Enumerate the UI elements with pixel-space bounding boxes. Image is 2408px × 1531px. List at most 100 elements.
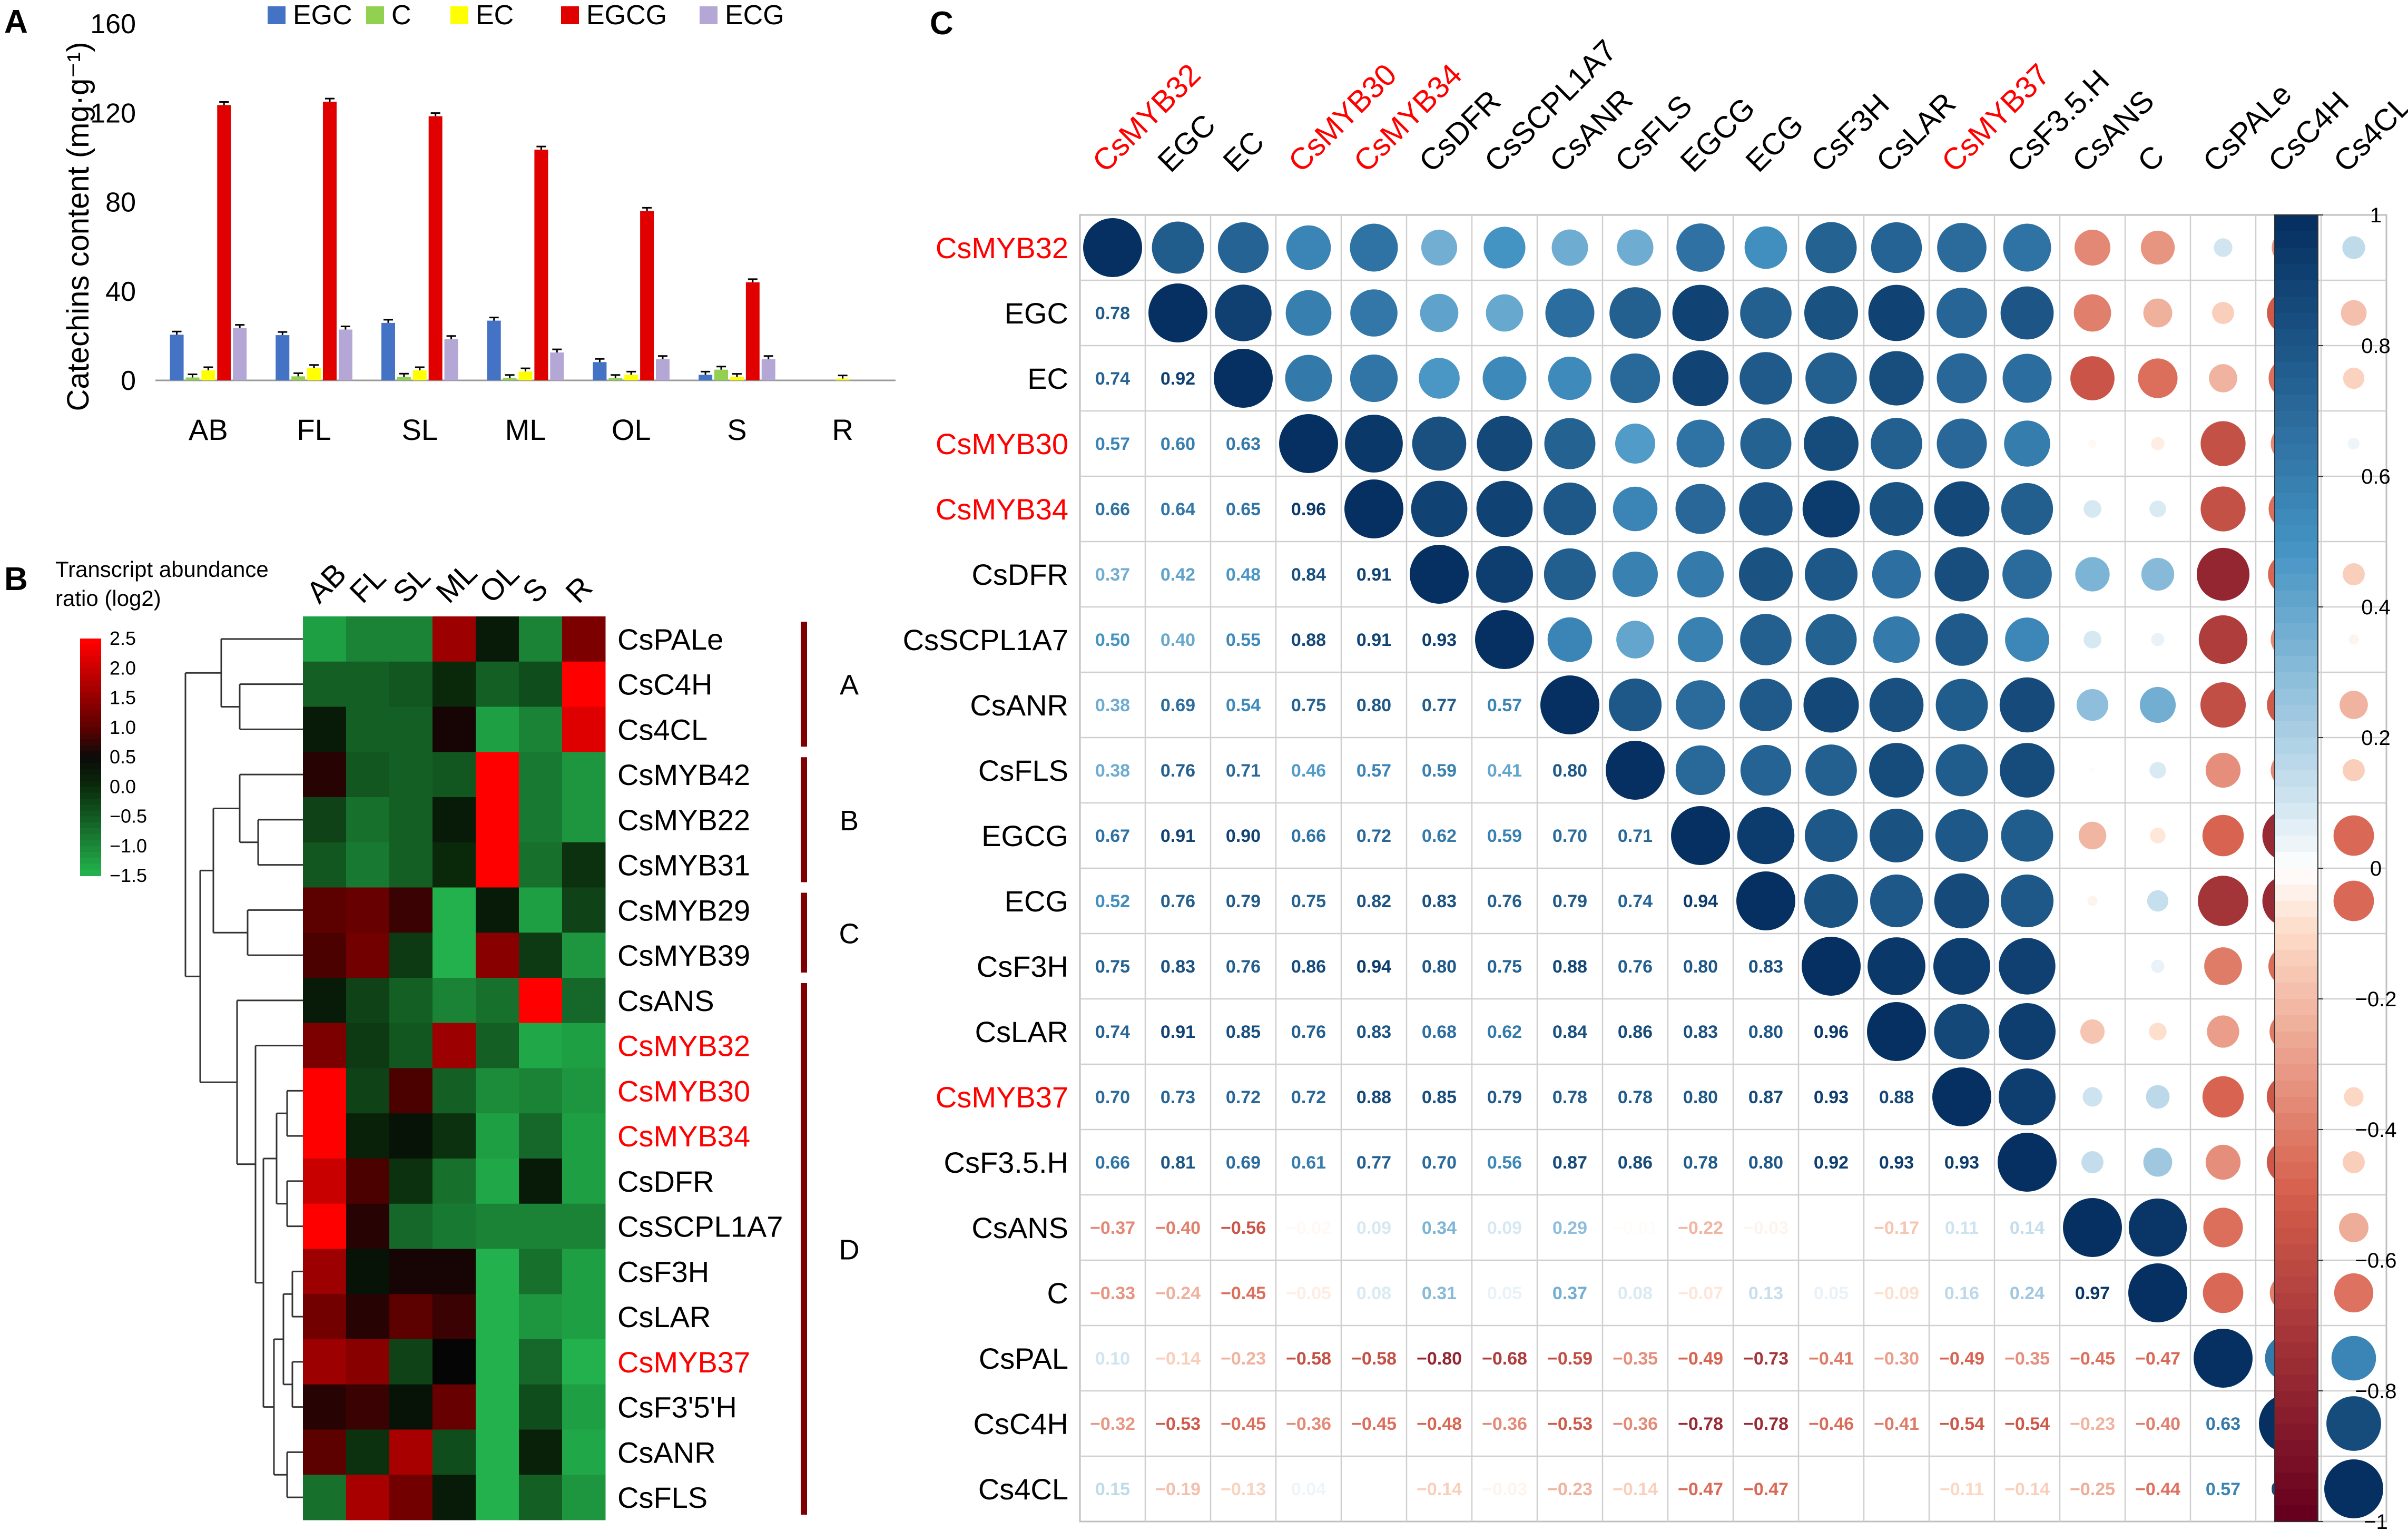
row-label: CsMYB31 — [617, 849, 750, 882]
heatmap-cell — [346, 1475, 390, 1520]
heatmap-cell — [476, 797, 519, 842]
correlation-value: −0.24 — [1155, 1283, 1201, 1303]
colorbar-step — [2275, 738, 2318, 754]
heatmap-cell — [303, 933, 347, 978]
correlation-value: 0.46 — [1291, 761, 1326, 781]
heatmap-cell — [389, 1249, 433, 1294]
correlation-circle — [1999, 1003, 2056, 1060]
correlation-value: 0.55 — [1226, 630, 1261, 650]
correlation-circle — [1937, 288, 1987, 338]
correlation-circle — [1083, 218, 1142, 277]
heatmap-cell — [346, 752, 390, 797]
row-label: CsFLS — [617, 1481, 707, 1514]
heatmap-cell — [389, 662, 433, 707]
heatmap-cell — [476, 1385, 519, 1430]
colorbar-step — [2275, 395, 2318, 411]
heatmap-cell — [519, 933, 563, 978]
correlation-circle — [2204, 947, 2242, 985]
correlation-value: −0.41 — [1809, 1349, 1854, 1369]
bar-C-AB — [185, 377, 199, 380]
row-label: CsLAR — [975, 1015, 1068, 1048]
correlation-value: 0.60 — [1161, 434, 1195, 454]
correlation-value: −0.03 — [1743, 1218, 1788, 1238]
correlation-circle — [1741, 418, 1792, 469]
heatmap-cell — [519, 1204, 563, 1249]
legend-label: C — [391, 0, 411, 31]
heatmap-cell — [562, 752, 606, 797]
correlation-value: −0.80 — [1417, 1349, 1462, 1369]
row-label: CsMYB30 — [617, 1074, 750, 1107]
correlation-value: −0.48 — [1417, 1414, 1462, 1434]
correlation-circle — [1739, 547, 1793, 601]
heatmap-cell — [562, 1385, 606, 1430]
correlation-value: 0.24 — [2010, 1283, 2045, 1303]
correlation-circle — [2198, 876, 2248, 926]
correlation-circle — [1806, 614, 1857, 665]
heatmap-cell — [303, 662, 347, 707]
correlation-circle — [1609, 287, 1661, 339]
heatmap-cell — [562, 797, 606, 842]
heatmap-cell — [476, 842, 519, 888]
heatmap-cell — [433, 1294, 476, 1339]
heatmap-cell — [519, 1339, 563, 1385]
correlation-value: 0.77 — [1357, 1153, 1391, 1173]
legend-color-step — [80, 733, 101, 740]
heatmap-cell — [433, 616, 476, 662]
heatmap-cell — [519, 797, 563, 842]
correlation-circle — [1867, 1002, 1926, 1061]
correlation-value: 0.86 — [1291, 957, 1326, 977]
correlation-circle — [2203, 1208, 2243, 1247]
row-label: CsMYB37 — [936, 1081, 1068, 1114]
correlation-circle — [1609, 679, 1662, 731]
row-label: CsMYB39 — [617, 939, 750, 972]
colorbar-step — [2275, 574, 2318, 591]
colorbar-step — [2275, 950, 2318, 967]
correlation-value: 0.61 — [1291, 1153, 1326, 1173]
correlation-circle — [2332, 1336, 2376, 1381]
colorbar-step — [2275, 607, 2318, 624]
legend-color-step — [80, 757, 101, 763]
correlation-value: −0.78 — [1743, 1414, 1788, 1434]
heatmap-cell — [562, 978, 606, 1023]
correlation-circle — [1148, 283, 1207, 342]
heatmap-cell — [346, 662, 390, 707]
correlation-value: −0.45 — [1221, 1283, 1266, 1303]
correlation-circle — [2141, 558, 2174, 591]
y-tick-label: 0 — [121, 366, 136, 396]
correlation-circle — [1285, 355, 1332, 402]
correlation-circle — [1673, 350, 1728, 406]
heatmap-cell — [562, 662, 606, 707]
correlation-circle — [2348, 634, 2358, 644]
correlation-value: 0.31 — [1422, 1283, 1457, 1303]
heatmap-cell — [433, 1430, 476, 1475]
legend-color-step — [80, 810, 101, 817]
correlation-value: 0.15 — [1095, 1479, 1130, 1499]
colorbar-step — [2275, 868, 2318, 885]
legend-color-step — [80, 846, 101, 852]
correlation-value: −0.22 — [1678, 1218, 1723, 1238]
heatmap-cell — [346, 1339, 390, 1385]
bar-EGC-OL — [593, 362, 606, 380]
correlation-circle — [1545, 288, 1594, 337]
heatmap-cell — [519, 842, 563, 888]
heatmap-cell — [519, 662, 563, 707]
correlation-circle — [1419, 358, 1460, 399]
correlation-circle — [1544, 483, 1596, 535]
heatmap-cell — [389, 616, 433, 662]
correlation-circle — [2144, 1148, 2173, 1177]
heatmap-cell — [519, 752, 563, 797]
colorbar-step — [2275, 591, 2318, 607]
correlation-circle — [1869, 743, 1924, 798]
correlation-value: 0.85 — [1226, 1022, 1261, 1042]
heatmap-cell — [303, 1339, 347, 1385]
correlation-circle — [2348, 438, 2360, 449]
y-axis-label: Catechins content (mg·g⁻¹) — [61, 42, 95, 411]
heatmap-cell — [519, 1068, 563, 1114]
colorbar-step — [2275, 1391, 2318, 1408]
row-label: CsSCPL1A7 — [617, 1210, 783, 1243]
colorbar-step — [2275, 705, 2318, 722]
colorbar-step — [2275, 1146, 2318, 1163]
legend-color-step — [80, 763, 101, 769]
colorbar-step — [2275, 917, 2318, 934]
row-label: CsC4H — [617, 668, 712, 701]
